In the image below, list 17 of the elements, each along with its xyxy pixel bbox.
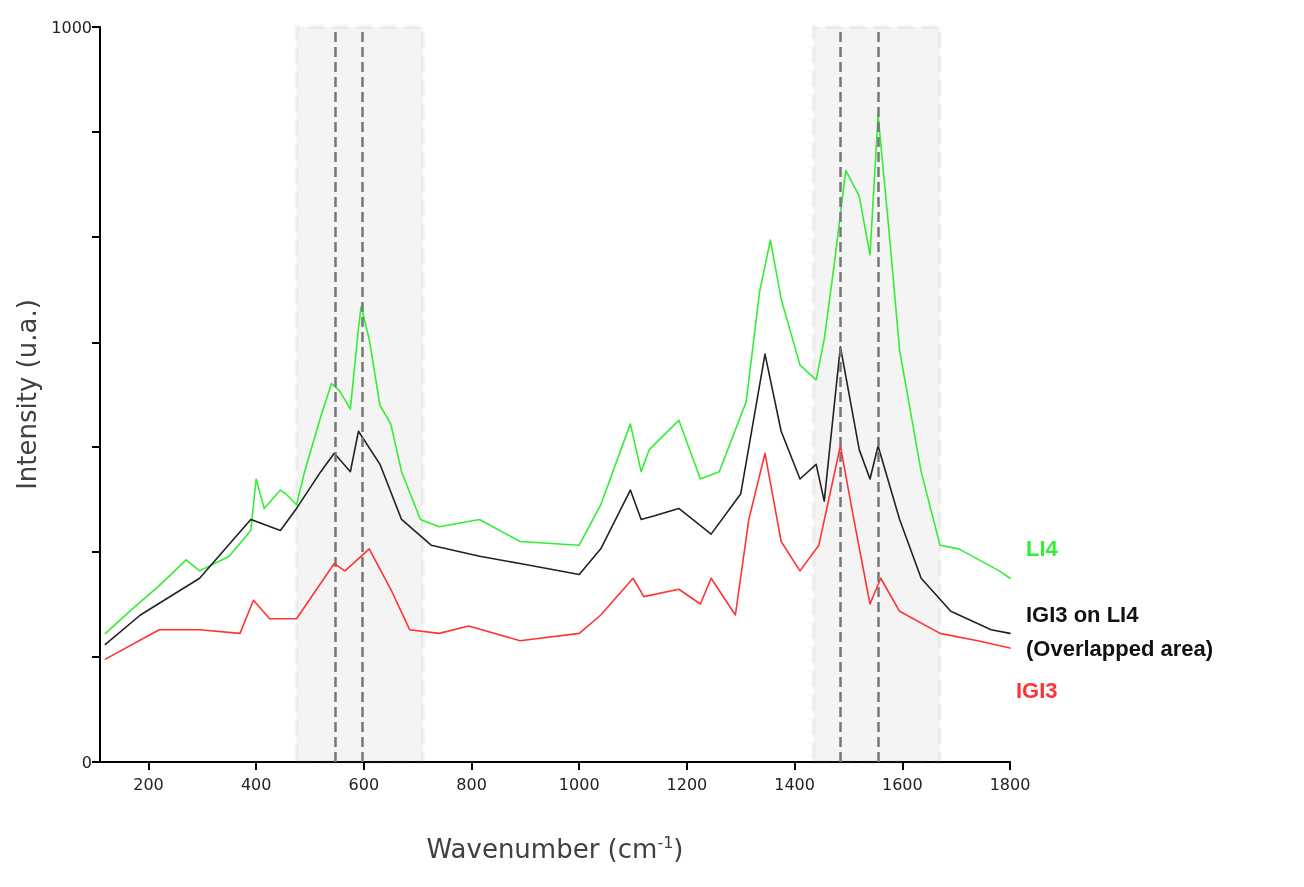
line-series: [104, 345, 1011, 646]
x-tick-label: 1200: [666, 774, 708, 794]
line-series: [104, 114, 1011, 635]
y-axis-title: Intensity (u.a.): [12, 299, 43, 490]
x-tick-label: 600: [348, 774, 380, 794]
y-tick-label: 0: [81, 752, 92, 772]
series-label: IGI3 on LI4 (Overlapped area): [1026, 601, 1214, 661]
x-tick-label: 1400: [774, 774, 815, 794]
series-label: IGI3: [1016, 677, 1058, 703]
series-label: LI4: [1026, 535, 1059, 561]
line-series: [104, 445, 1011, 660]
x-tick-label: 1600: [881, 774, 923, 794]
x-tick-label: 800: [456, 774, 487, 794]
x-tick-label: 400: [240, 774, 272, 794]
x-tick-label: 1800: [989, 774, 1031, 794]
x-tick-label: 200: [133, 774, 164, 794]
x-tick-label: 1000: [558, 774, 600, 794]
